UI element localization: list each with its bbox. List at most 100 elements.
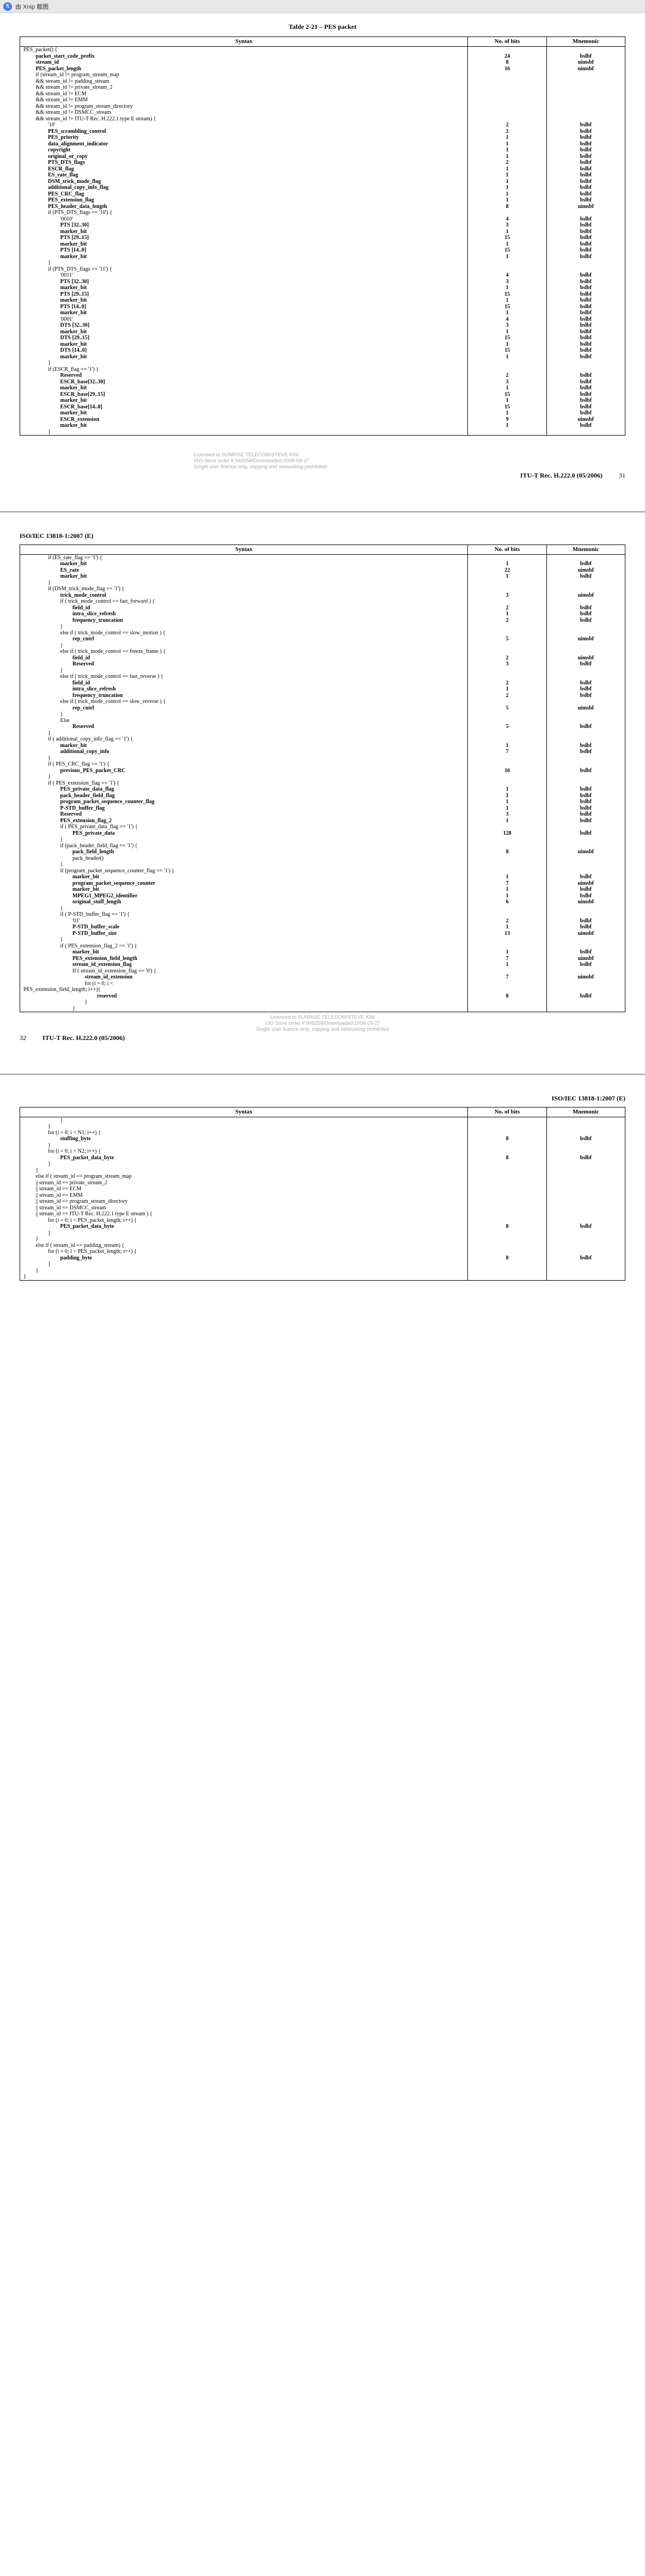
- table-row: marker_bit1bslbf: [20, 385, 625, 391]
- table-row: }: [20, 861, 625, 868]
- mnemonic-cell: [546, 210, 625, 216]
- syntax-cell: for (i = 0; i < N2; i++) {: [20, 1148, 468, 1155]
- syntax-cell: DTS [29..15]: [20, 335, 468, 341]
- mnemonic-cell: [546, 72, 625, 78]
- mnemonic-cell: [546, 711, 625, 718]
- table-row: marker_bit1bslbf: [20, 297, 625, 304]
- mnemonic-cell: bslbf: [546, 341, 625, 348]
- table-row: }: [20, 1261, 625, 1268]
- table-row: frequency_truncation2bslbf: [20, 617, 625, 624]
- table-row: marker_bit1bslbf: [20, 886, 625, 893]
- footer-page-num: 31: [619, 472, 625, 479]
- syntax-cell: frequency_truncation: [20, 617, 468, 624]
- mnemonic-cell: bslbf: [546, 247, 625, 254]
- syntax-cell: stuffing_byte: [20, 1136, 468, 1142]
- syntax-cell: marker_bit: [20, 743, 468, 749]
- nbits-cell: [468, 905, 546, 912]
- nbits-cell: 24: [468, 53, 546, 60]
- license-line: Licensed to SUNRISE TELECOM/STEVE KIM: [194, 452, 625, 458]
- mnemonic-cell: uimsbf: [546, 956, 625, 962]
- table-row: PTS [14..0]15bslbf: [20, 304, 625, 310]
- table-row: && stream_id != padding_stream: [20, 78, 625, 85]
- mnemonic-cell: bslbf: [546, 561, 625, 567]
- nbits-cell: 1: [468, 285, 546, 291]
- nbits-cell: [468, 1173, 546, 1180]
- table-row: program_packet_sequence_counter_flag1bsl…: [20, 799, 625, 805]
- syntax-cell: if (ESCR_flag == '1') {: [20, 366, 468, 373]
- nbits-cell: 1: [468, 410, 546, 417]
- table-row: stream_id_extension7uimsbf: [20, 974, 625, 981]
- syntax-cell: stream_id_extension: [20, 974, 468, 981]
- mnemonic-cell: bslbf: [546, 397, 625, 404]
- table-row: '01'2bslbf: [20, 918, 625, 925]
- table-row: for (i = 0; i < PES_packet_length; i++) …: [20, 1217, 625, 1224]
- table-row: if (DSM_trick_mode_flag == '1') {: [20, 586, 625, 592]
- syntax-cell: && stream_id != program_stream_directory: [20, 103, 468, 110]
- mnemonic-cell: bslbf: [546, 185, 625, 191]
- nbits-cell: [468, 109, 546, 116]
- table-row: previous_PES_packet_CRC16bslbf: [20, 768, 625, 774]
- nbits-cell: [468, 266, 546, 273]
- mnemonic-cell: [546, 668, 625, 674]
- table-row: field_id2uimsbf: [20, 655, 625, 662]
- table-row: PTS [32..30]3bslbf: [20, 279, 625, 285]
- syntax-cell: packet_start_code_prefix: [20, 53, 468, 60]
- nbits-cell: 1: [468, 893, 546, 900]
- syntax-cell: ESCR_base[32..30]: [20, 379, 468, 386]
- mnemonic-cell: bslbf: [546, 354, 625, 360]
- nbits-cell: [468, 103, 546, 110]
- mnemonic-cell: [546, 1217, 625, 1224]
- table-row: stream_id8uimsbf: [20, 59, 625, 66]
- mnemonic-cell: uimsbf: [546, 899, 625, 905]
- table-row: PES_CRC_flag1bslbf: [20, 191, 625, 198]
- syntax-cell: rep_cntrl: [20, 705, 468, 712]
- table-row: && stream_id != private_stream_2: [20, 84, 625, 91]
- nbits-cell: 4: [468, 272, 546, 279]
- nbits-cell: [468, 630, 546, 637]
- syntax-cell: }: [20, 1236, 468, 1243]
- nbits-cell: 8: [468, 1255, 546, 1262]
- table-row: PES_priority1bslbf: [20, 134, 625, 141]
- syntax-cell: PES_scrambling_control: [20, 129, 468, 135]
- col-mnemonic: Mnemonic: [546, 1107, 625, 1117]
- nbits-cell: 1: [468, 611, 546, 617]
- mnemonic-cell: uimsbf: [546, 705, 625, 712]
- syntax-cell: PTS [29..15]: [20, 235, 468, 241]
- mnemonic-cell: bslbf: [546, 122, 625, 129]
- table-row: PES_header_data_length8uimsbf: [20, 204, 625, 210]
- table-row: }: [20, 1123, 625, 1130]
- mnemonic-cell: [546, 1180, 625, 1186]
- nbits-cell: 15: [468, 247, 546, 254]
- syntax-cell: padding_byte: [20, 1255, 468, 1262]
- nbits-cell: [468, 718, 546, 724]
- nbits-cell: [468, 210, 546, 216]
- table-row: PTS [32..30]3bslbf: [20, 222, 625, 229]
- syntax-cell: if (PTS_DTS_flags == '11') {: [20, 266, 468, 273]
- table-row: || stream_id == ITU-T Rec. H.222.1 type …: [20, 1211, 625, 1217]
- table-row: }: [20, 360, 625, 366]
- syntax-cell: data_alignment_indicator: [20, 141, 468, 148]
- mnemonic-cell: bslbf: [546, 993, 625, 1000]
- syntax-cell: }: [20, 711, 468, 718]
- syntax-cell: && stream_id != ITU-T Rec. H.222.1 type …: [20, 116, 468, 123]
- col-nbits: No. of bits: [468, 1107, 546, 1117]
- table-row: else if ( stream_id == program_stream_ma…: [20, 1173, 625, 1180]
- syntax-cell: }: [20, 260, 468, 266]
- mnemonic-cell: bslbf: [546, 166, 625, 173]
- syntax-cell: if ( PES_private_data_flag == '1') {: [20, 824, 468, 830]
- syntax-cell: for (i = 0; i < PES_packet_length; i++) …: [20, 1249, 468, 1255]
- syntax-cell: marker_bit: [20, 241, 468, 248]
- mnemonic-cell: [546, 366, 625, 373]
- syntax-cell: }: [20, 1268, 468, 1274]
- mnemonic-cell: bslbf: [546, 335, 625, 341]
- table-row: MPEG1_MPEG2_identifier1bslbf: [20, 893, 625, 900]
- table-row: if (program_packet_sequence_counter_flag…: [20, 868, 625, 874]
- syntax-cell: Else: [20, 718, 468, 724]
- mnemonic-cell: bslbf: [546, 160, 625, 166]
- table-row: }: [20, 1161, 625, 1167]
- nbits-cell: 1: [468, 179, 546, 185]
- syntax-cell: || stream_id == ITU-T Rec. H.222.1 type …: [20, 1211, 468, 1217]
- nbits-cell: 7: [468, 749, 546, 755]
- mnemonic-cell: [546, 911, 625, 918]
- mnemonic-cell: bslbf: [546, 605, 625, 611]
